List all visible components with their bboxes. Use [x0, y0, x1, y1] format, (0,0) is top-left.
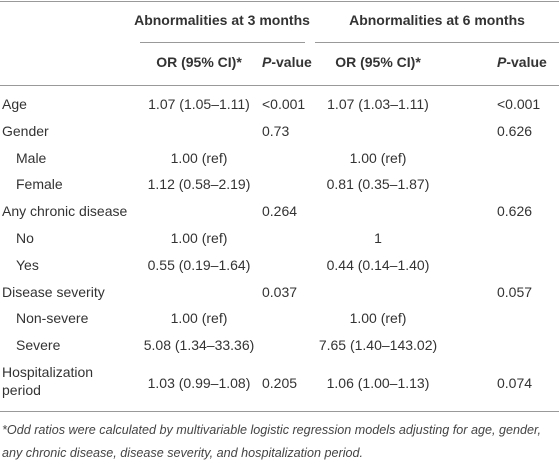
sub-row-label: Female [16, 176, 63, 193]
group-rule [140, 42, 305, 43]
cell: 0.037 [262, 283, 298, 300]
cell: 1.00 (ref) [170, 310, 228, 327]
top-rule [0, 1, 559, 2]
group-header: Abnormalities at 6 months [349, 12, 525, 28]
column-header: OR (95% CI)* [156, 54, 242, 70]
bottom-rule [0, 411, 559, 412]
cell: 1.00 (ref) [349, 149, 407, 166]
cell: 5.08 (1.34–33.36) [143, 337, 255, 354]
italic-part: P [262, 54, 272, 70]
row-label: Hospitalization period [2, 364, 94, 398]
cell: 0.074 [497, 375, 533, 391]
cell: 0.55 (0.19–1.64) [147, 256, 251, 273]
column-header: P-value [262, 53, 312, 71]
text-part: -value [506, 54, 547, 70]
footnote: *Odd ratios were calculated by multivari… [2, 423, 542, 460]
cell: 1.06 (1.00–1.13) [326, 375, 430, 391]
group-header: Abnormalities at 3 months [134, 12, 310, 28]
cell: 1.03 (0.99–1.08) [147, 375, 251, 391]
cell: 1.07 (1.03–1.11) [327, 96, 429, 112]
sub-row-label: Non-severe [16, 310, 89, 327]
cell: <0.001 [497, 96, 541, 112]
cell: 0.264 [262, 203, 298, 220]
cell: 0.73 [262, 122, 290, 139]
cell: 0.205 [262, 375, 298, 391]
sub-row-label: Male [16, 149, 47, 166]
cell: 0.057 [497, 283, 533, 300]
cell: 7.65 (1.40–143.02) [318, 337, 438, 354]
cell: 1.12 (0.58–2.19) [147, 176, 251, 193]
row-label: Any chronic disease [2, 203, 128, 220]
cell: 0.44 (0.14–1.40) [326, 256, 430, 273]
cell: 0.626 [497, 122, 533, 139]
column-header: P-value [497, 53, 547, 71]
cell: 0.626 [497, 203, 533, 220]
cell: 0.81 (0.35–1.87) [326, 176, 430, 193]
cell: <0.001 [262, 96, 306, 112]
group-rule [315, 42, 559, 43]
column-header: OR (95% CI)* [335, 54, 421, 70]
row-label: Disease severity [2, 283, 105, 300]
cell: 1.00 (ref) [349, 310, 407, 327]
cell: 1.00 (ref) [170, 230, 228, 246]
row-label: Age [2, 96, 27, 112]
italic-part: P [497, 54, 507, 70]
row-label: Gender [2, 122, 49, 139]
cell: 1 [374, 230, 382, 246]
sub-row-label: No [16, 230, 34, 246]
sub-row-label: Yes [16, 256, 39, 273]
text-part: -value [271, 54, 312, 70]
cell: 1.07 (1.05–1.11) [148, 96, 250, 112]
cell: 1.00 (ref) [170, 149, 228, 166]
sub-row-label: Severe [16, 337, 61, 354]
header-rule [0, 85, 559, 86]
